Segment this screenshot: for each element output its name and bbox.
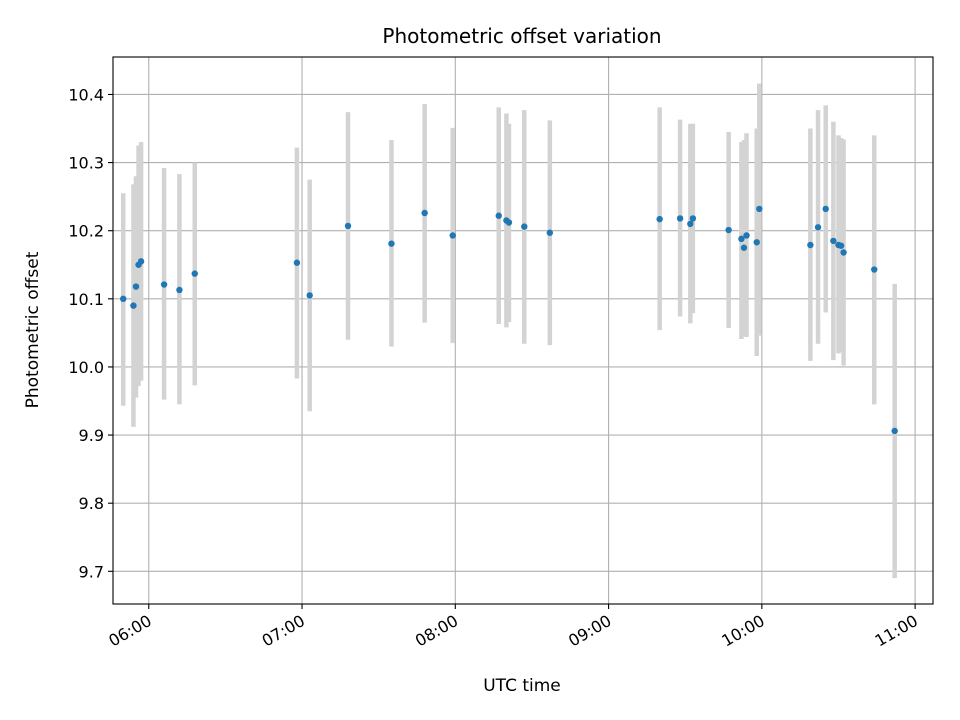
- data-point: [421, 209, 428, 217]
- y-tick-label: 10.1: [68, 290, 104, 309]
- data-point: [505, 219, 513, 226]
- y-tick-label: 9.7: [79, 562, 104, 581]
- data-point: [822, 205, 829, 213]
- data-point: [725, 226, 732, 234]
- data-point: [753, 239, 760, 246]
- data-point: [137, 258, 145, 265]
- y-axis-ticks: 9.7 9.8 9.9 10.0 10.1 10.2 10.3 10.4: [68, 85, 113, 581]
- data-point: [891, 427, 898, 435]
- data-point: [495, 212, 502, 219]
- data-point: [689, 215, 697, 222]
- data-points: [120, 205, 898, 435]
- data-point: [871, 266, 878, 273]
- data-point: [546, 229, 554, 236]
- y-tick-label: 9.8: [79, 494, 104, 513]
- data-point: [176, 286, 183, 294]
- data-point: [756, 205, 763, 213]
- data-point: [743, 232, 750, 239]
- data-point: [132, 283, 140, 290]
- x-axis-title: UTC time: [483, 676, 561, 696]
- data-point: [676, 215, 684, 222]
- y-axis-title: Photometric offset: [23, 251, 43, 408]
- data-point: [814, 224, 822, 231]
- data-point: [191, 270, 198, 277]
- data-point: [687, 220, 694, 228]
- data-point: [160, 281, 168, 288]
- data-point: [656, 215, 663, 223]
- y-tick-label: 10.0: [68, 358, 104, 377]
- plot-frame: [112, 56, 934, 605]
- data-point: [293, 259, 301, 266]
- data-point: [130, 302, 137, 309]
- y-tick-label: 10.4: [68, 85, 104, 104]
- data-point: [388, 240, 395, 247]
- data-point: [830, 237, 837, 245]
- y-tick-label: 9.9: [79, 426, 104, 445]
- data-point: [344, 222, 352, 230]
- chart-title: Photometric offset variation: [382, 24, 661, 48]
- data-point: [738, 235, 745, 243]
- data-point: [807, 241, 814, 249]
- data-point: [449, 232, 456, 239]
- data-point: [120, 295, 127, 303]
- data-point: [306, 292, 313, 299]
- data-point: [840, 249, 847, 256]
- data-point: [837, 242, 845, 249]
- y-tick-label: 10.3: [68, 154, 104, 173]
- y-tick-label: 10.2: [68, 222, 104, 241]
- data-point: [740, 244, 748, 251]
- data-point: [521, 223, 528, 230]
